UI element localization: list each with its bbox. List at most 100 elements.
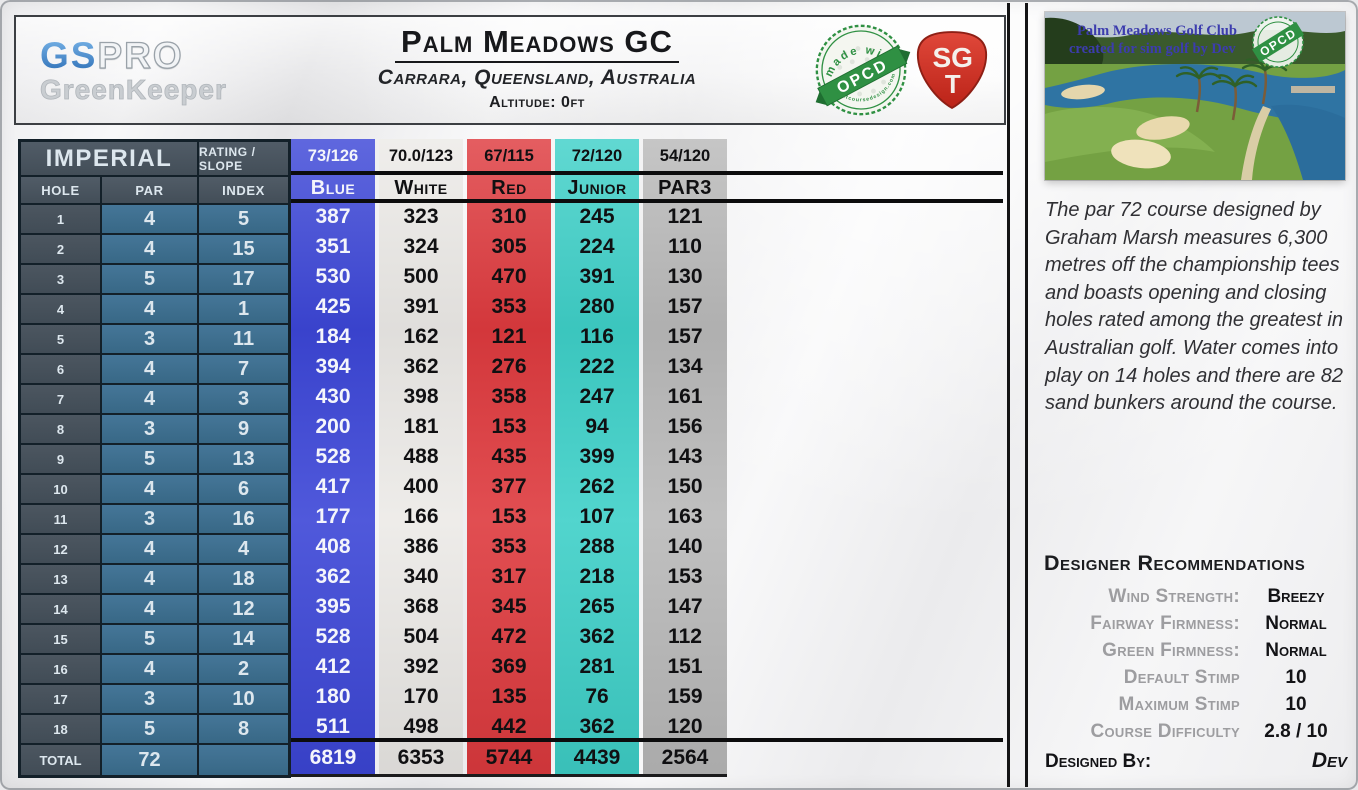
palm-fronds	[1175, 58, 1288, 88]
hole-yardage: 166	[403, 505, 439, 528]
tee-rating-slope: 67/115	[484, 147, 534, 165]
par-value: 3	[101, 504, 198, 534]
hole-number: 11	[20, 504, 101, 534]
tee-column-white: 70.0/123 White 323 324 500 391 162 362 398 181 488…	[379, 139, 463, 774]
hole-yardage: 153	[667, 565, 703, 588]
index-value: 10	[198, 684, 289, 714]
course-title-block: Palm Meadows GC Carrara, Queensland, Aus…	[260, 24, 814, 112]
hole-yardage: 224	[579, 235, 615, 258]
divider-line-above-totals	[291, 738, 1003, 742]
hole-yardage: 156	[667, 415, 703, 438]
tee-rating-slope: 73/126	[307, 147, 359, 165]
hole-yardage: 121	[667, 205, 703, 228]
hole-yardage: 386	[403, 535, 439, 558]
hole-number: 2	[20, 234, 101, 264]
hole-yardage: 488	[403, 445, 439, 468]
hole-yardage: 362	[579, 715, 615, 738]
palm-trunks	[1195, 69, 1268, 121]
hole-yardage: 120	[667, 715, 703, 738]
hole-number: 6	[20, 354, 101, 384]
main-area-right-border	[1007, 3, 1010, 787]
hole-yardage: 112	[668, 625, 702, 648]
course-photo: Palm Meadows Golf Club created for sim g…	[1045, 12, 1345, 180]
hole-yardage: 140	[667, 535, 703, 558]
tee-name: Junior	[567, 176, 627, 199]
index-value: 1	[198, 294, 289, 324]
hole-yardage: 511	[316, 715, 350, 738]
index-value: 7	[198, 354, 289, 384]
hole-yardage: 177	[315, 505, 351, 528]
hole-yardage: 159	[667, 685, 703, 708]
hole-yardage: 116	[580, 325, 614, 348]
tee-name: Blue	[310, 176, 356, 199]
par-value: 4	[101, 474, 198, 504]
index-value: 12	[198, 594, 289, 624]
hole-number: 4	[20, 294, 101, 324]
hole-number: 5	[20, 324, 101, 354]
hole-yardage: 265	[579, 595, 615, 618]
recommendation-value: 10	[1285, 667, 1307, 688]
tee-total-yardage: 2564	[661, 746, 709, 769]
tee-columns: 73/126 Blue 387 351 530 425 184 394 430 200 528 417…	[291, 139, 731, 774]
hole-yardage: 323	[403, 205, 439, 228]
tee-name: White	[394, 176, 448, 199]
hole-yardage: 94	[585, 415, 609, 438]
hole-yardage: 288	[579, 535, 615, 558]
par-value: 4	[101, 564, 198, 594]
hole-yardage: 395	[315, 595, 351, 618]
course-photo-scene: Palm Meadows Golf Club created for sim g…	[1045, 12, 1345, 180]
sgt-logo-t-text: T	[945, 71, 961, 99]
index-value: 3	[198, 384, 289, 414]
hole-yardage: 358	[491, 385, 527, 408]
hole-yardage: 387	[315, 205, 351, 228]
hole-yardage: 143	[667, 445, 703, 468]
par-value: 5	[101, 444, 198, 474]
tee-rating-slope: 54/120	[659, 147, 711, 165]
index-value: 18	[198, 564, 289, 594]
par-value: 4	[101, 354, 198, 384]
par-value: 4	[101, 594, 198, 624]
hole-yardage: 170	[403, 685, 439, 708]
header-panel: GSPRO GreenKeeper Palm Meadows GC Carrar…	[14, 15, 1006, 125]
sidebar: Palm Meadows Golf Club created for sim g…	[1032, 0, 1358, 790]
tee-columns-bottom-edge	[291, 774, 727, 777]
hole-yardage: 317	[491, 565, 527, 588]
hole-yardage: 345	[491, 595, 527, 618]
scorecard-table: IMPERIAL RATING / SLOPE HOLE PAR INDEX 1 4 5 2 4 1…	[18, 139, 1003, 781]
tee-total-yardage: 6353	[397, 746, 445, 769]
par-value: 3	[101, 684, 198, 714]
hole-yardage: 369	[491, 655, 527, 678]
hole-yardage: 163	[667, 505, 703, 528]
hole-yardage: 151	[667, 655, 703, 678]
hole-yardage: 305	[491, 235, 527, 258]
par-value: 5	[101, 714, 198, 744]
hole-yardage: 200	[315, 415, 351, 438]
hole-yardage: 362	[403, 355, 439, 378]
hole-column-header: HOLE	[20, 176, 101, 204]
tee-total-yardage: 6819	[309, 746, 357, 769]
hole-yardage: 281	[579, 655, 615, 678]
par-value: 4	[101, 294, 198, 324]
hole-yardage: 218	[579, 565, 615, 588]
hole-yardage: 412	[315, 655, 351, 678]
hole-yardage: 181	[403, 415, 439, 438]
hole-yardage: 391	[579, 265, 615, 288]
hole-yardage: 157	[667, 325, 703, 348]
hole-number: 15	[20, 624, 101, 654]
tee-total-yardage: 5744	[485, 746, 533, 769]
par-value: 3	[101, 324, 198, 354]
hole-yardage: 324	[403, 235, 439, 258]
photo-overlay-line1: Palm Meadows Golf Club	[1077, 23, 1237, 39]
recommendation-label: Default Stimp	[1123, 667, 1240, 688]
hole-yardage: 150	[667, 475, 703, 498]
hole-yardage: 530	[315, 265, 351, 288]
index-value: 6	[198, 474, 289, 504]
greenkeeper-label: GreenKeeper	[40, 73, 227, 105]
divider-line-below-tee-names	[291, 199, 1003, 203]
hole-yardage: 435	[491, 445, 527, 468]
hole-yardage: 504	[403, 625, 439, 648]
recommendation-label: Fairway Firmness:	[1090, 613, 1240, 634]
hole-yardage: 408	[315, 535, 351, 558]
tee-rating-slope: 72/120	[571, 147, 623, 165]
